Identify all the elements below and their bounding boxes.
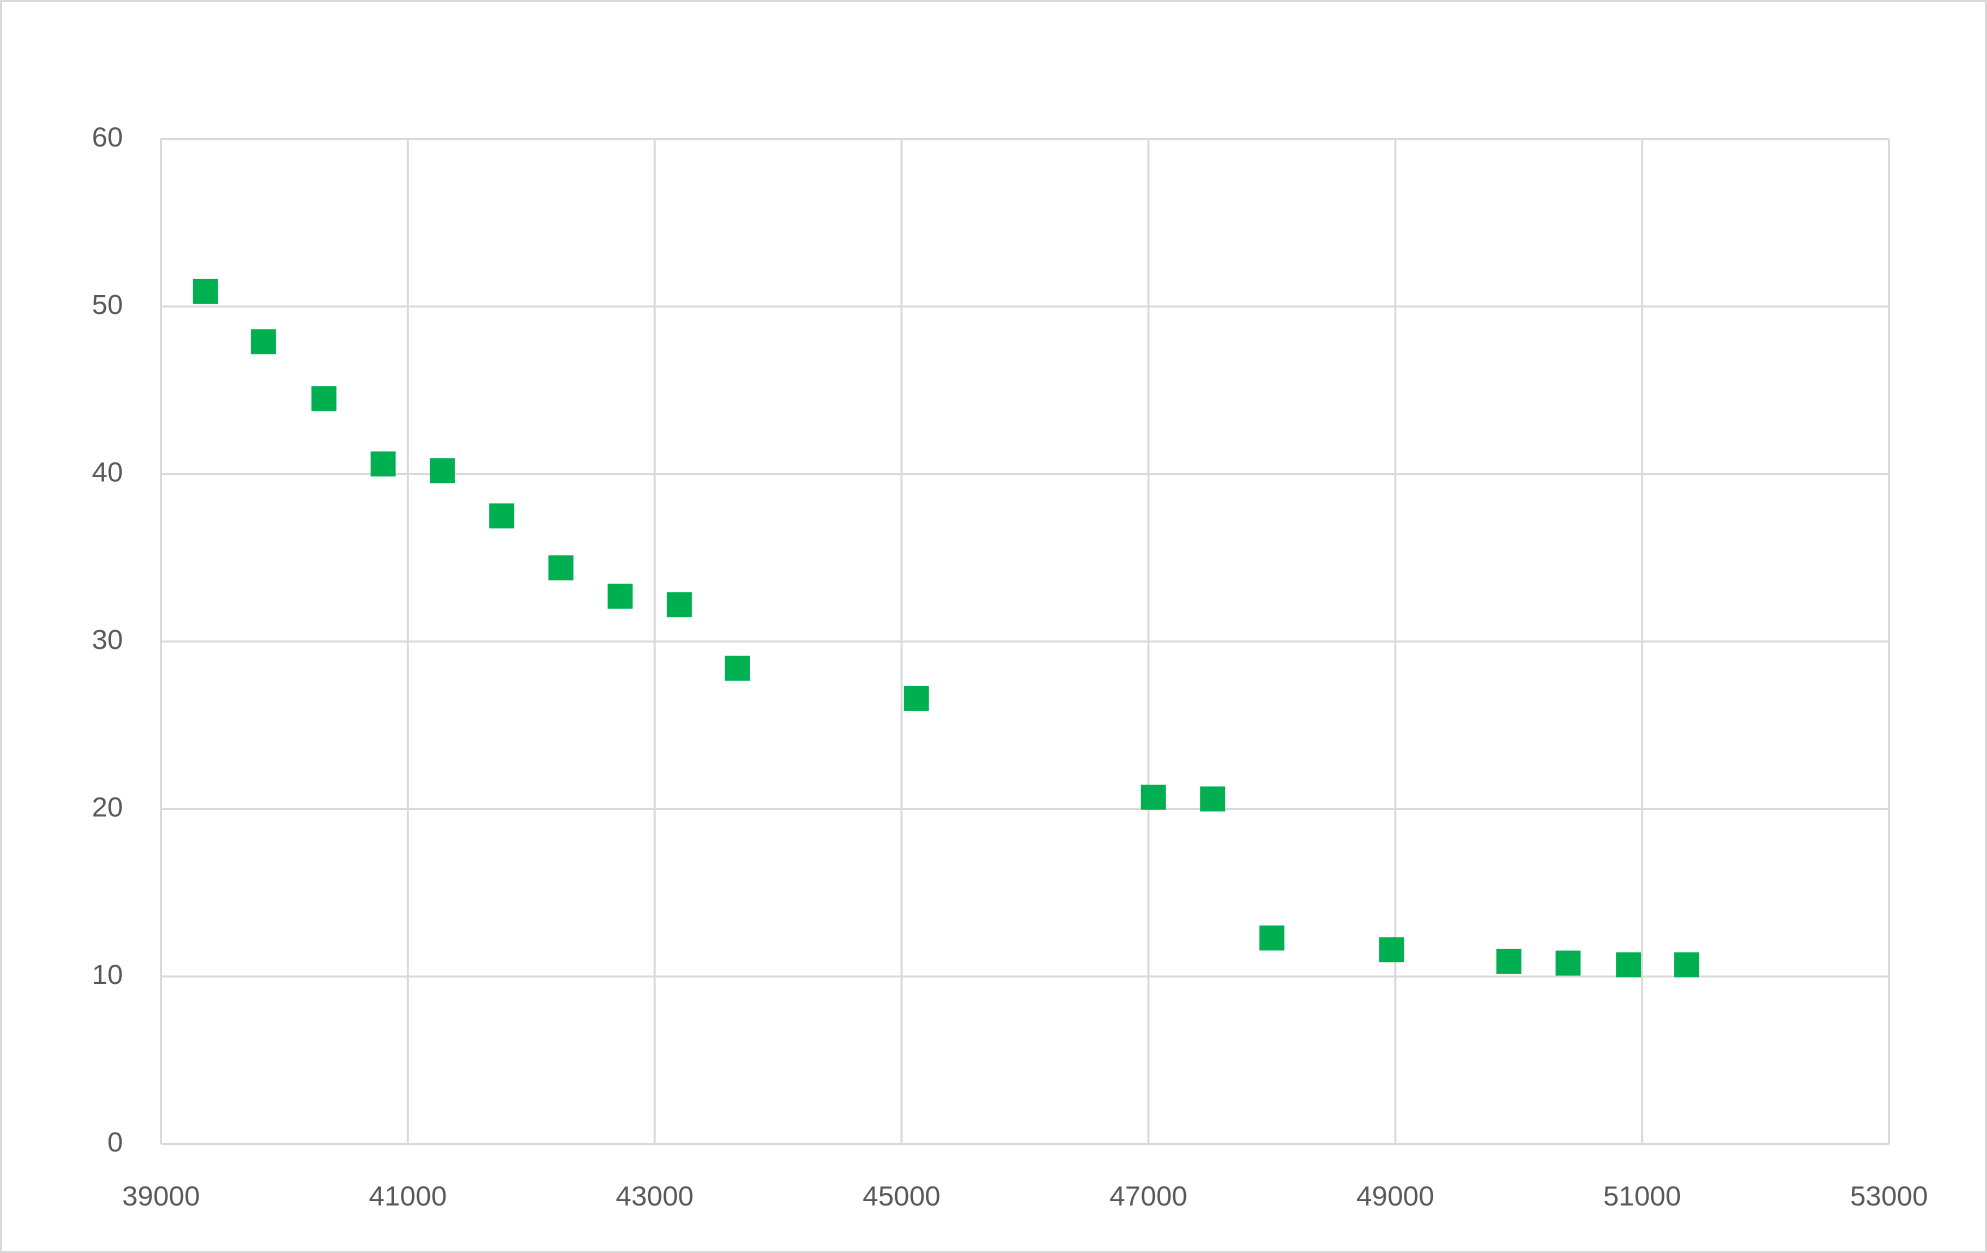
marker (489, 503, 515, 529)
marker (1140, 784, 1166, 810)
x-tick-label: 43000 (616, 1180, 694, 1211)
y-tick-label: 60 (92, 121, 123, 152)
marker (311, 386, 337, 412)
y-tick-label: 40 (92, 456, 123, 487)
marker (429, 458, 455, 484)
marker (1200, 786, 1226, 812)
x-tick-label: 47000 (1109, 1180, 1187, 1211)
marker (548, 555, 574, 581)
marker (666, 592, 692, 618)
y-tick-label: 30 (92, 624, 123, 655)
marker (1496, 948, 1522, 974)
x-tick-label: 49000 (1356, 1180, 1434, 1211)
x-tick-label: 45000 (863, 1180, 941, 1211)
marker (192, 278, 218, 304)
x-tick-label: 53000 (1850, 1180, 1928, 1211)
marker (903, 685, 929, 711)
x-tick-label: 39000 (122, 1180, 200, 1211)
marker (250, 329, 276, 355)
marker (1555, 950, 1581, 976)
y-tick-label: 50 (92, 289, 123, 320)
y-tick-label: 0 (107, 1126, 123, 1157)
y-tick-label: 20 (92, 791, 123, 822)
marker (724, 655, 750, 681)
marker (370, 451, 396, 477)
marker (1379, 937, 1405, 963)
x-tick-label: 51000 (1603, 1180, 1681, 1211)
x-tick-label: 41000 (369, 1180, 447, 1211)
y-tick-label: 10 (92, 959, 123, 990)
marker (1674, 952, 1700, 978)
marker (1616, 952, 1642, 978)
marker (1259, 925, 1285, 951)
marker (607, 583, 633, 609)
